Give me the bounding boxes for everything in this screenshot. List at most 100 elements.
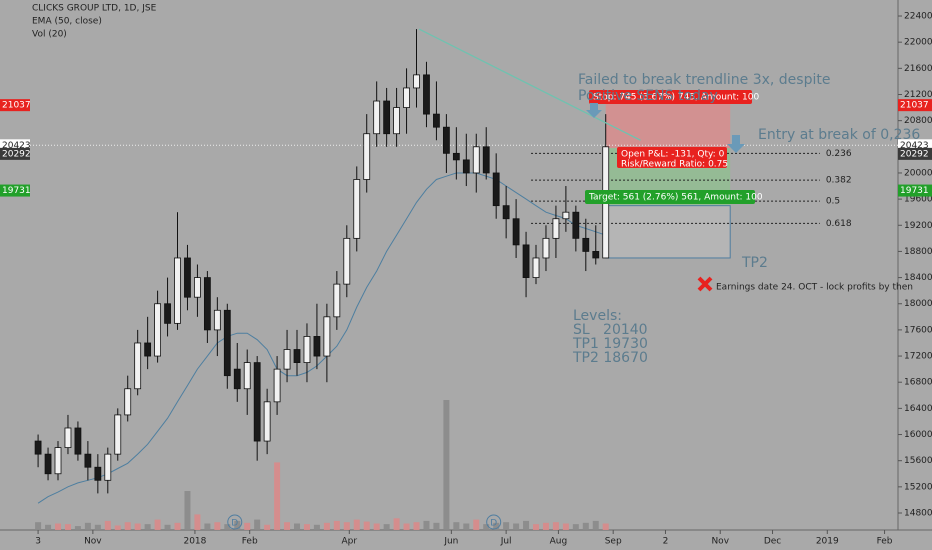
x-tick-label: Jul (500, 537, 512, 547)
volume-bar (45, 524, 52, 530)
dividend-marker (486, 514, 502, 530)
volume-bar (453, 522, 460, 530)
x-tick-label: 3 (35, 537, 41, 547)
y-tick-label: 15600 (904, 456, 932, 466)
candle-body (164, 303, 171, 324)
volume-bar (602, 523, 609, 530)
candle-body (532, 257, 540, 278)
candle-body (413, 74, 420, 89)
price-tag-label: 20423 (2, 141, 31, 151)
y-tick-label: 18800 (904, 247, 932, 257)
candle-body (582, 237, 590, 252)
volume-bar (194, 514, 201, 530)
price-tag-label: 21037 (900, 101, 929, 111)
candle-body (194, 277, 201, 298)
ema-line (37, 172, 606, 504)
candle-body (74, 427, 82, 455)
candle-body (572, 211, 580, 239)
price-tag-label: 19731 (2, 186, 31, 196)
y-tick-label: 18000 (904, 299, 932, 309)
volume-bar (343, 522, 350, 530)
pnl-box (617, 147, 727, 168)
x-icon (697, 276, 713, 292)
candle-body (243, 362, 251, 390)
candle-body (373, 100, 381, 135)
candle-body (353, 179, 361, 239)
volume-bar (423, 520, 430, 530)
candle-body (184, 257, 191, 298)
candle-body (343, 237, 351, 285)
candle-body (114, 414, 122, 455)
volume-bar (473, 519, 480, 530)
candle-body (442, 126, 450, 154)
candle-body (393, 107, 400, 135)
candle-body (154, 303, 161, 357)
y-tick-label: 15200 (904, 482, 932, 492)
price-tag (0, 184, 30, 197)
candle-body (94, 466, 102, 481)
volume-bar (154, 519, 161, 530)
y-tick-label: 19600 (904, 195, 932, 205)
volume-bar (84, 522, 91, 530)
volume-bar (403, 523, 410, 530)
volume-bar (582, 522, 589, 530)
volume-bar (393, 518, 400, 530)
volume-bar (174, 522, 181, 530)
volume-bar (552, 522, 559, 530)
x-tick-label: Nov (711, 537, 729, 547)
volume-bar (592, 520, 599, 530)
candle-body (203, 277, 211, 331)
candle-body (34, 440, 42, 455)
chart-title: CLICKS GROUP LTD, 1D, JSE (32, 4, 157, 14)
fib-label: 0.382 (826, 176, 852, 186)
volume-bar (94, 524, 101, 530)
dividend-marker (227, 514, 243, 530)
candle-body (144, 342, 152, 357)
pnl-label: Risk/Reward Ratio: 0.75 (621, 160, 728, 170)
trendline (418, 28, 641, 141)
y-tick-label: 17200 (904, 352, 932, 362)
fib-label: 0.618 (826, 219, 852, 229)
y-tick-label: 16000 (904, 430, 932, 440)
stop-label: Stop: 745 (3.67%) 745, Amount: 100 (593, 93, 759, 103)
y-tick-label: 17600 (904, 325, 932, 335)
x-tick-label: 2018 (183, 537, 206, 547)
annotation: Positive SENS today (578, 88, 718, 104)
price-tag (898, 147, 932, 160)
price-tag (0, 147, 30, 160)
plot: 0.236 0.382 0.5 0.618 D D Stop: 745 (3.67%) 74… (0, 28, 920, 530)
volume-bar (164, 524, 171, 530)
volume-bar (363, 521, 370, 530)
volume-bar (114, 525, 121, 530)
annotation: Failed to break trendline 3x, despite (578, 72, 830, 88)
candle-body (502, 205, 510, 220)
candle-body (303, 336, 311, 363)
volume-bar (74, 526, 81, 530)
indicator-label: Vol (20) (32, 30, 67, 40)
price-axis-bg (898, 0, 932, 550)
volume-bar (413, 522, 420, 530)
x-tick-label: Feb (877, 537, 893, 547)
annotation: SL 20140 (573, 322, 648, 338)
volume-bar (533, 524, 540, 530)
y-tick-label: 21600 (904, 64, 932, 74)
volume-bar (313, 524, 320, 530)
candle-body (134, 342, 142, 390)
candle-body (333, 283, 341, 318)
y-tick-label: 20800 (904, 116, 932, 126)
candle-body (84, 453, 92, 468)
candle-body (253, 362, 261, 442)
y-tick-label: 20000 (904, 168, 932, 178)
x-tick-label: Nov (84, 537, 102, 547)
tp2-zone (605, 205, 731, 259)
volume-bar (383, 524, 390, 530)
candle-body (174, 257, 181, 324)
x-tick-label: 2019 (816, 537, 839, 547)
stop-box (589, 90, 752, 104)
x-tick-label: Jun (443, 537, 458, 547)
price-tag-label: 20292 (900, 149, 929, 159)
volume-bar (204, 523, 211, 530)
volume-bar (294, 523, 301, 530)
